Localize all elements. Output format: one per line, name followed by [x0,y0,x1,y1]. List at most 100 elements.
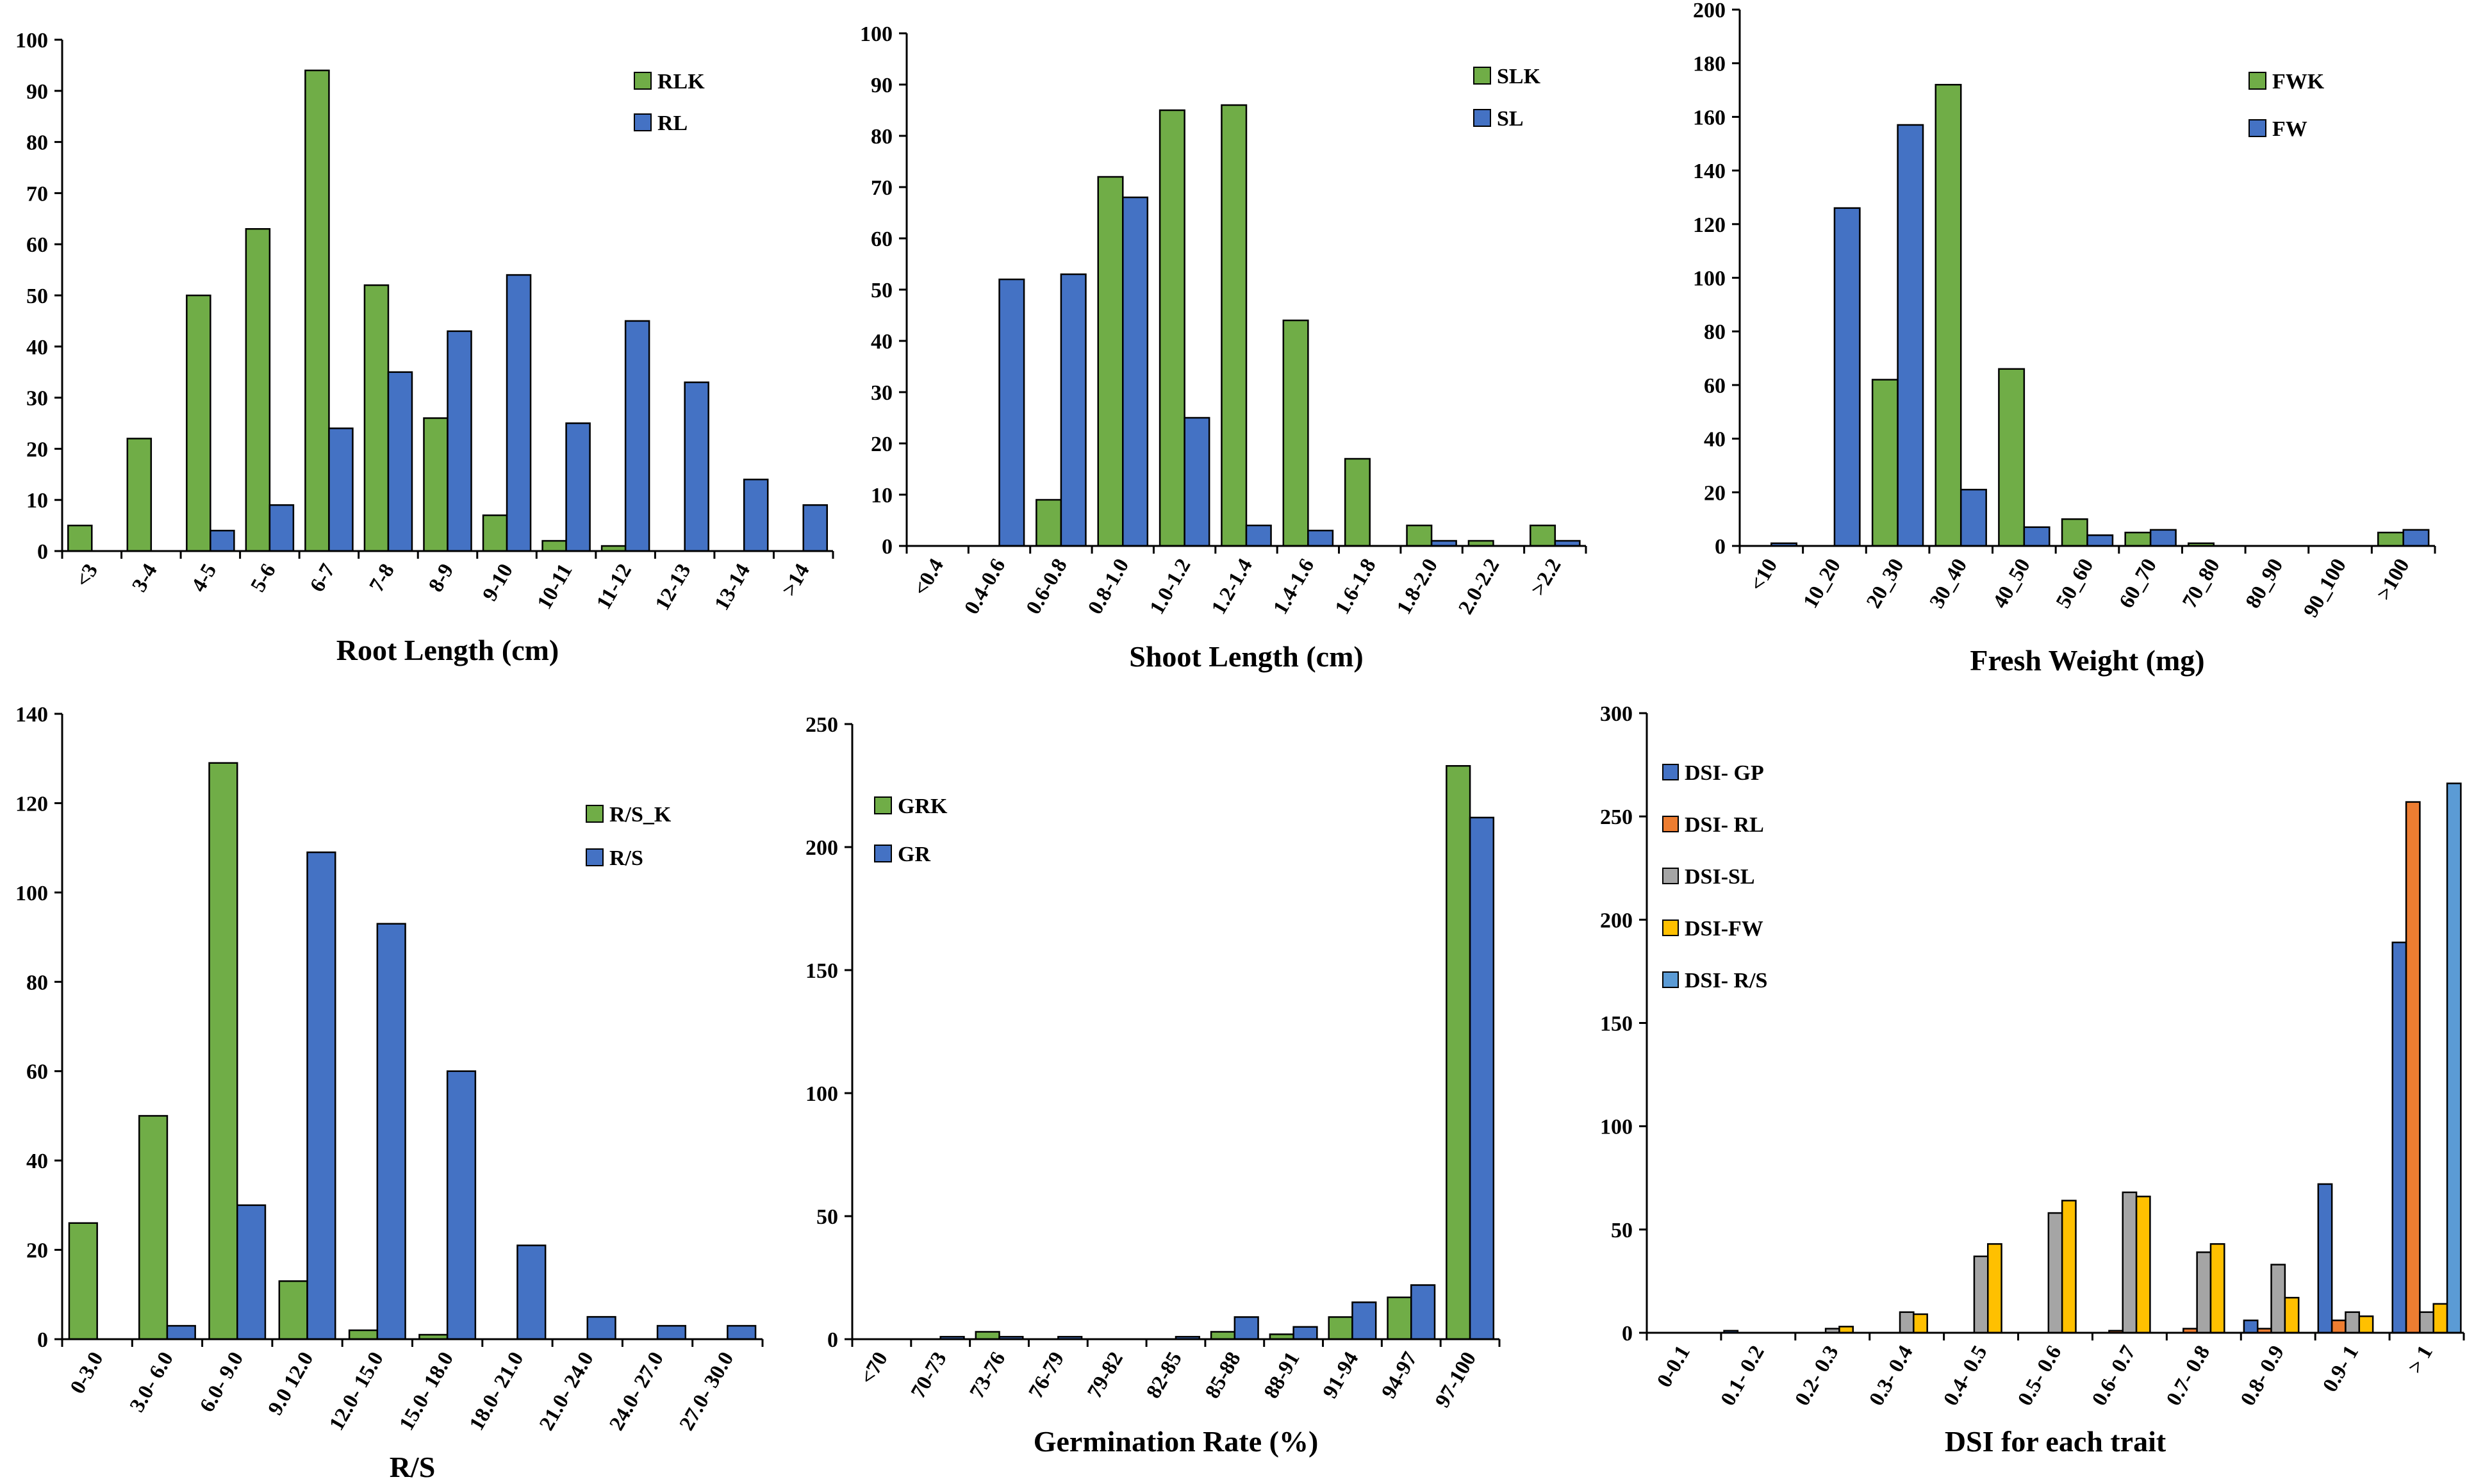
x-tick-label: <70 [856,1348,893,1389]
x-tick-label: 20_30 [1862,555,1908,612]
legend-label: DSI-SL [1685,865,1755,889]
x-tick-label: 70_80 [2178,555,2224,612]
y-tick-label: 100 [860,22,893,46]
y-tick-label: 120 [1693,213,1726,237]
germination-rate-bar-grk-9 [1387,1296,1412,1340]
y-tick-label: 200 [1693,0,1726,22]
y-tick-label: 30 [871,381,893,405]
fresh-weight-bar-fwk-3 [1935,83,1962,547]
y-tick-label: 160 [1693,106,1726,129]
root-length-bar-rl-3 [268,504,295,552]
legend-label: SLK [1497,65,1541,88]
y-tick-label: 100 [15,882,48,905]
dsi-bar-dsi-fw-10 [2432,1303,2448,1334]
x-tick-label: 13-14 [710,560,755,614]
x-axis-title: Shoot Length (cm) [1129,640,1363,673]
x-axis-title: Root Length (cm) [336,634,559,666]
y-tick-label: 200 [805,836,838,860]
root-length-bar-rl-8 [565,422,591,552]
legend-swatch [586,848,604,866]
shoot-length-bar-sl-4 [1184,416,1210,547]
x-tick-label: 91-94 [1319,1348,1364,1403]
dsi-bar-dsi-sl-9 [2345,1311,2361,1334]
shoot-length-chart: 0 10 20 30 40 50 60 70 80 90 100 <0.4 0.4-0.6 0.6-0.8… [860,22,1587,673]
germination-rate-legend: GRK GR [874,795,948,866]
dsi-bar-dsi-fw-6 [2135,1196,2151,1334]
y-tick-label: 50 [1611,1219,1633,1242]
fresh-weight-bar-fwk-2 [1871,379,1899,547]
legend-label: RLK [657,70,705,94]
x-tick-label: 12-13 [651,560,696,614]
legend-label: R/S [609,846,643,870]
legend-swatch [874,845,892,862]
x-tick-label: 90_100 [2299,555,2351,622]
fresh-weight-legend: FWK FW [2248,70,2325,141]
germination-rate-bar-gr-8 [1351,1301,1377,1340]
shoot-length-bar-slk-7 [1344,458,1371,547]
y-tick-label: 50 [871,279,893,302]
y-tick-label: 80 [26,131,48,155]
legend-swatch [1662,764,1679,780]
germination-rate-bar-grk-6 [1210,1331,1236,1340]
y-tick-label: 150 [805,959,838,983]
x-tick-label: 18.0- 21.0 [465,1348,529,1435]
y-tick-label: 40 [26,336,48,359]
legend-swatch [634,72,652,90]
shoot-length-bar-slk-10 [1530,524,1556,547]
legend-label: GR [898,843,930,866]
root-length-bar-rl-12 [802,504,828,552]
legend-swatch [1662,868,1679,884]
x-tick-label: 0.4-0.6 [961,555,1011,618]
germination-rate-bar-grk-8 [1328,1316,1353,1340]
y-tick-label: 0 [882,535,893,559]
legend-swatch [1473,109,1491,127]
y-tick-label: 60 [871,227,893,251]
y-tick-label: 40 [26,1150,48,1173]
dsi-legend: DSI- GP DSI- RL DSI-SL DSI-FW DSI- R/S [1662,761,1767,993]
dsi-bar-dsi-gp-9 [2317,1183,2333,1334]
dsi-bar-dsi-rl-9 [2331,1319,2347,1334]
x-tick-label: 94-97 [1378,1348,1423,1403]
x-tick-label: <0.4 [909,555,948,600]
x-tick-label: <10 [1745,555,1782,595]
dsi-bar-dsi-fw-5 [2061,1200,2077,1334]
x-tick-label: 9-10 [479,560,518,605]
x-tick-label: 40_50 [1988,555,2034,612]
germination-rate-bar-grk-10 [1446,765,1471,1340]
legend-label: DSI- RL [1685,813,1764,837]
germination-rate-bar-gr-7 [1292,1326,1318,1340]
y-tick-label: 0 [37,1328,48,1352]
dsi-bar-dsi-rl-10 [2405,801,2421,1334]
root-shoot-ratio-bar-r-s-k-3 [278,1280,308,1340]
root-length-bar-rl-2 [210,529,235,552]
root-shoot-ratio-bar-r-s-k-4 [348,1329,379,1340]
legend-label: DSI- GP [1685,761,1764,785]
y-tick-label: 50 [816,1205,838,1229]
dsi-bar-dsi-sl-8 [2270,1264,2286,1334]
y-tick-label: 250 [1600,805,1633,829]
shoot-length-bar-sl-6 [1307,529,1334,547]
x-tick-label: 10-11 [533,560,577,613]
root-length-bar-rl-5 [387,371,413,552]
x-tick-label: 3.0- 6.0 [126,1348,178,1416]
legend-label: FWK [2272,70,2325,94]
x-tick-label: 1.0-1.2 [1146,555,1196,618]
x-tick-label: 0.2- 0.3 [1791,1342,1844,1410]
x-tick-label: 9.0 12.0 [264,1348,318,1419]
shoot-length-bar-sl-2 [1060,273,1087,547]
fresh-weight-bar-fw-6 [2149,529,2177,547]
y-tick-label: 50 [26,284,48,308]
x-tick-label: 8-9 [424,560,458,596]
x-tick-label: 30_40 [1926,555,1972,612]
legend-swatch [2248,72,2266,90]
y-tick-label: 140 [1693,160,1726,183]
legend-label: SL [1497,107,1524,131]
y-tick-label: 100 [1693,267,1726,291]
y-tick-label: 40 [871,330,893,354]
dsi-bar-dsi-r-s-10 [2446,782,2462,1334]
x-tick-label: 82-85 [1142,1348,1187,1403]
x-tick-label: 1.4-1.6 [1269,555,1319,618]
y-tick-label: 20 [1704,481,1726,505]
dsi-bar-dsi-sl-3 [1899,1311,1915,1334]
y-tick-label: 70 [26,182,48,206]
